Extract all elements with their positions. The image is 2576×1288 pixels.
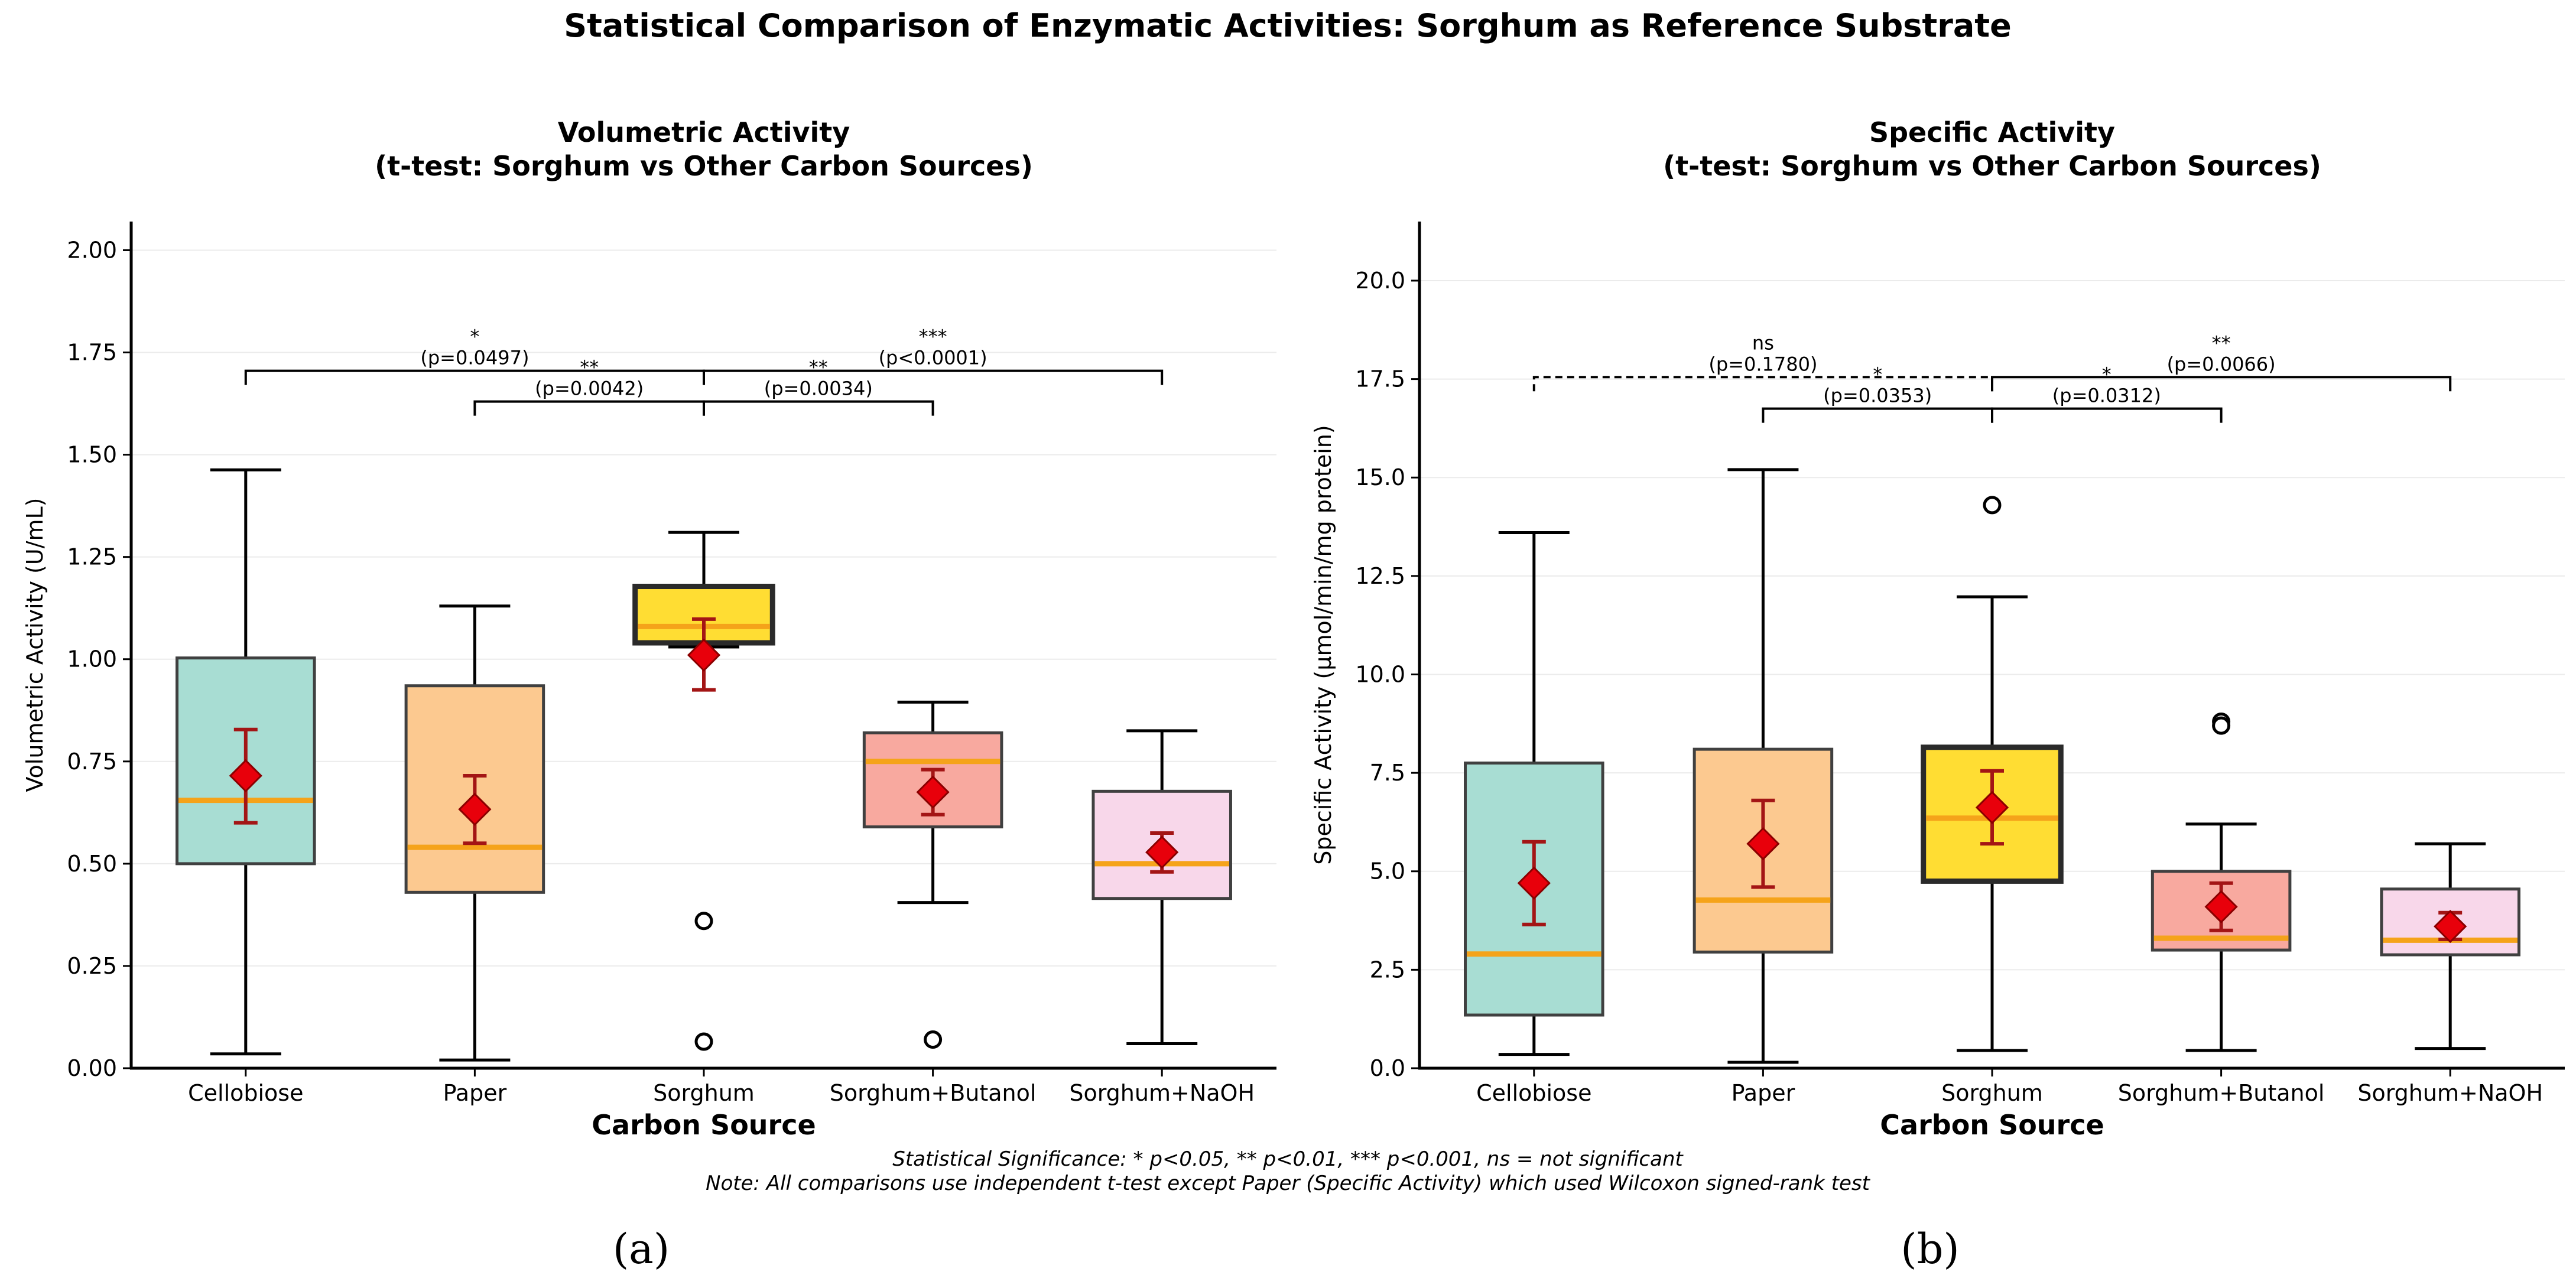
y-tick-label: 2.5 <box>1370 957 1405 983</box>
mean-marker <box>458 792 492 826</box>
mean-marker <box>1145 835 1179 869</box>
test-note: Note: All comparisons use independent t-… <box>706 1172 1871 1195</box>
significance-stars: ** <box>809 356 828 379</box>
panel-label-a: (a) <box>613 1225 670 1273</box>
mean-marker <box>2434 909 2467 944</box>
x-tick-label: Paper <box>1732 1080 1795 1106</box>
outlier-point <box>1983 496 2002 515</box>
y-tick-label: 0.00 <box>67 1055 117 1081</box>
panel-volumetric-activity: Volumetric Activity(t-test: Sorghum vs O… <box>22 116 1276 1141</box>
panel-specific-activity: Specific Activity(t-test: Sorghum vs Oth… <box>1310 116 2565 1141</box>
x-tick-label: Sorghum+NaOH <box>1069 1080 1255 1106</box>
significance-stars: * <box>2102 363 2112 386</box>
mean-marker <box>687 638 721 672</box>
mean-marker <box>2204 890 2238 923</box>
significance-p-value: (p=0.0353) <box>1823 385 1932 407</box>
figure-suptitle: Statistical Comparison of Enzymatic Acti… <box>564 7 2011 44</box>
significance-p-value: (p=0.1780) <box>1708 353 1817 375</box>
chart-subtitle: (t-test: Sorghum vs Other Carbon Sources… <box>1663 150 2321 182</box>
y-tick-label: 7.5 <box>1370 760 1405 786</box>
x-tick-label: Sorghum <box>1941 1080 2043 1106</box>
box-paper <box>1693 747 1834 954</box>
mean-marker <box>229 759 262 793</box>
x-axis-label: Carbon Source <box>592 1109 816 1141</box>
y-tick-label: 17.5 <box>1355 366 1405 392</box>
y-tick-label: 2.00 <box>67 237 117 263</box>
x-tick-label: Cellobiose <box>1476 1080 1591 1106</box>
mean-marker <box>1517 866 1551 900</box>
y-tick-label: 0.25 <box>67 953 117 979</box>
y-tick-label: 0.50 <box>67 851 117 877</box>
significance-stars: * <box>1873 363 1882 386</box>
mean-marker <box>1975 791 2009 824</box>
y-tick-label: 0.75 <box>67 749 117 775</box>
x-tick-label: Paper <box>443 1080 507 1106</box>
x-axis-label: Carbon Source <box>1880 1109 2104 1141</box>
y-axis-label: Specific Activity (μmol/min/mg protein) <box>1310 425 1336 864</box>
significance-bracket <box>703 369 1164 385</box>
significance-bracket <box>1991 407 2223 423</box>
significance-p-value: (p=0.0497) <box>420 347 529 369</box>
significance-p-value: (p=0.0312) <box>2052 385 2161 407</box>
significance-p-value: (p=0.0042) <box>535 378 644 400</box>
significance-stars: ** <box>2212 331 2231 354</box>
outlier-point <box>2212 716 2231 735</box>
y-tick-label: 0.0 <box>1370 1055 1405 1081</box>
y-tick-label: 12.5 <box>1355 563 1405 589</box>
y-axis-label: Volumetric Activity (U/mL) <box>22 497 48 792</box>
outlier-point <box>694 912 713 931</box>
significance-bracket <box>473 400 705 416</box>
y-tick-label: 1.50 <box>67 442 117 468</box>
chart-subtitle: (t-test: Sorghum vs Other Carbon Sources… <box>375 150 1033 182</box>
outlier-point <box>694 1032 713 1051</box>
x-tick-label: Sorghum+Butanol <box>830 1080 1037 1106</box>
significance-stars: *** <box>919 326 947 348</box>
y-tick-label: 5.0 <box>1370 858 1405 884</box>
y-tick-label: 10.0 <box>1355 661 1405 687</box>
y-tick-label: 1.25 <box>67 544 117 570</box>
x-tick-label: Sorghum <box>653 1080 755 1106</box>
outlier-point <box>924 1030 943 1049</box>
y-tick-label: 20.0 <box>1355 268 1405 294</box>
panel-label-b: (b) <box>1901 1225 1959 1273</box>
mean-marker <box>1746 827 1780 861</box>
y-tick-label: 1.75 <box>67 340 117 366</box>
significance-stars: ns <box>1752 331 1774 354</box>
chart-title: Volumetric Activity <box>558 116 850 148</box>
y-tick-label: 1.00 <box>67 646 117 672</box>
significance-bracket <box>1991 376 2452 392</box>
significance-p-value: (p=0.0066) <box>2167 353 2276 375</box>
x-tick-label: Sorghum+NaOH <box>2357 1080 2543 1106</box>
significance-bracket <box>703 400 934 416</box>
significance-stars: * <box>470 326 479 348</box>
significance-note: Statistical Significance: * p<0.05, ** p… <box>892 1147 1684 1171</box>
significance-p-value: (p=0.0034) <box>764 378 873 400</box>
y-tick-label: 15.0 <box>1355 464 1405 490</box>
x-tick-label: Cellobiose <box>188 1080 303 1106</box>
x-tick-label: Sorghum+Butanol <box>2118 1080 2325 1106</box>
mean-marker <box>916 775 950 809</box>
significance-bracket <box>1762 407 1993 423</box>
chart-title: Specific Activity <box>1869 116 2115 148</box>
significance-p-value: (p<0.0001) <box>879 347 987 369</box>
significance-stars: ** <box>580 356 599 379</box>
